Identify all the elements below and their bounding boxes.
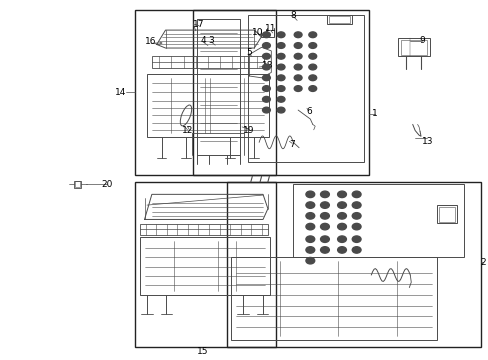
Text: 5: 5: [245, 48, 251, 57]
Circle shape: [305, 213, 314, 219]
Circle shape: [305, 236, 314, 242]
Circle shape: [337, 202, 346, 208]
Circle shape: [305, 257, 314, 264]
Text: 17: 17: [193, 19, 204, 28]
Circle shape: [308, 64, 316, 70]
Text: 20: 20: [101, 180, 112, 189]
Text: 1: 1: [371, 109, 377, 118]
Circle shape: [320, 224, 329, 230]
Text: 16: 16: [145, 37, 156, 46]
Circle shape: [262, 42, 270, 48]
Circle shape: [351, 213, 360, 219]
Circle shape: [277, 64, 285, 70]
Circle shape: [337, 191, 346, 198]
Circle shape: [308, 53, 316, 59]
Circle shape: [337, 224, 346, 230]
Text: 8: 8: [290, 11, 296, 20]
Circle shape: [308, 75, 316, 81]
Bar: [436, 205, 456, 223]
Circle shape: [262, 75, 270, 81]
Circle shape: [277, 32, 285, 38]
Bar: [327, 15, 351, 24]
Text: 11: 11: [264, 24, 276, 33]
Bar: [438, 207, 454, 222]
Text: 12: 12: [182, 126, 193, 135]
Circle shape: [294, 86, 302, 91]
Circle shape: [320, 202, 329, 208]
Bar: [140, 237, 269, 295]
Circle shape: [262, 96, 270, 102]
Circle shape: [305, 224, 314, 230]
Circle shape: [337, 213, 346, 219]
Bar: [230, 257, 436, 339]
Bar: [140, 224, 267, 234]
Circle shape: [262, 86, 270, 91]
Circle shape: [308, 32, 316, 38]
Bar: [248, 15, 363, 162]
Circle shape: [294, 42, 302, 48]
Text: 9: 9: [419, 36, 425, 45]
Circle shape: [294, 32, 302, 38]
Bar: [135, 182, 276, 347]
Bar: [75, 181, 80, 187]
Circle shape: [351, 191, 360, 198]
Bar: [293, 184, 463, 257]
Circle shape: [351, 236, 360, 242]
Circle shape: [308, 42, 316, 48]
Text: 14: 14: [114, 87, 125, 96]
Text: 2: 2: [480, 258, 485, 267]
Text: 4: 4: [200, 36, 205, 45]
Circle shape: [320, 191, 329, 198]
Bar: [147, 74, 268, 137]
Circle shape: [351, 247, 360, 253]
Circle shape: [320, 236, 329, 242]
Text: 19: 19: [242, 126, 254, 135]
Circle shape: [262, 53, 270, 59]
Circle shape: [308, 86, 316, 91]
Circle shape: [262, 107, 270, 113]
Circle shape: [351, 202, 360, 208]
Circle shape: [294, 53, 302, 59]
Circle shape: [262, 64, 270, 70]
Bar: [193, 10, 368, 175]
Circle shape: [351, 224, 360, 230]
Circle shape: [305, 202, 314, 208]
Circle shape: [277, 107, 285, 113]
Bar: [397, 39, 429, 56]
Circle shape: [305, 247, 314, 253]
Bar: [135, 10, 276, 175]
Circle shape: [262, 32, 270, 38]
Text: 3: 3: [208, 36, 214, 45]
Bar: [74, 181, 81, 188]
Bar: [152, 56, 264, 68]
Circle shape: [337, 247, 346, 253]
Text: 13: 13: [421, 137, 432, 146]
Circle shape: [277, 42, 285, 48]
Circle shape: [294, 64, 302, 70]
Text: 7: 7: [289, 140, 295, 149]
Circle shape: [277, 75, 285, 81]
Bar: [400, 40, 427, 55]
Circle shape: [277, 96, 285, 102]
Circle shape: [305, 191, 314, 198]
Circle shape: [320, 213, 329, 219]
Circle shape: [337, 236, 346, 242]
Circle shape: [277, 86, 285, 91]
Circle shape: [294, 75, 302, 81]
Bar: [329, 16, 349, 23]
Circle shape: [320, 247, 329, 253]
Text: 15: 15: [197, 347, 208, 356]
Text: 6: 6: [305, 107, 311, 116]
Text: 18: 18: [261, 62, 273, 71]
Text: 10: 10: [251, 28, 263, 37]
Bar: [227, 182, 480, 347]
Circle shape: [277, 53, 285, 59]
